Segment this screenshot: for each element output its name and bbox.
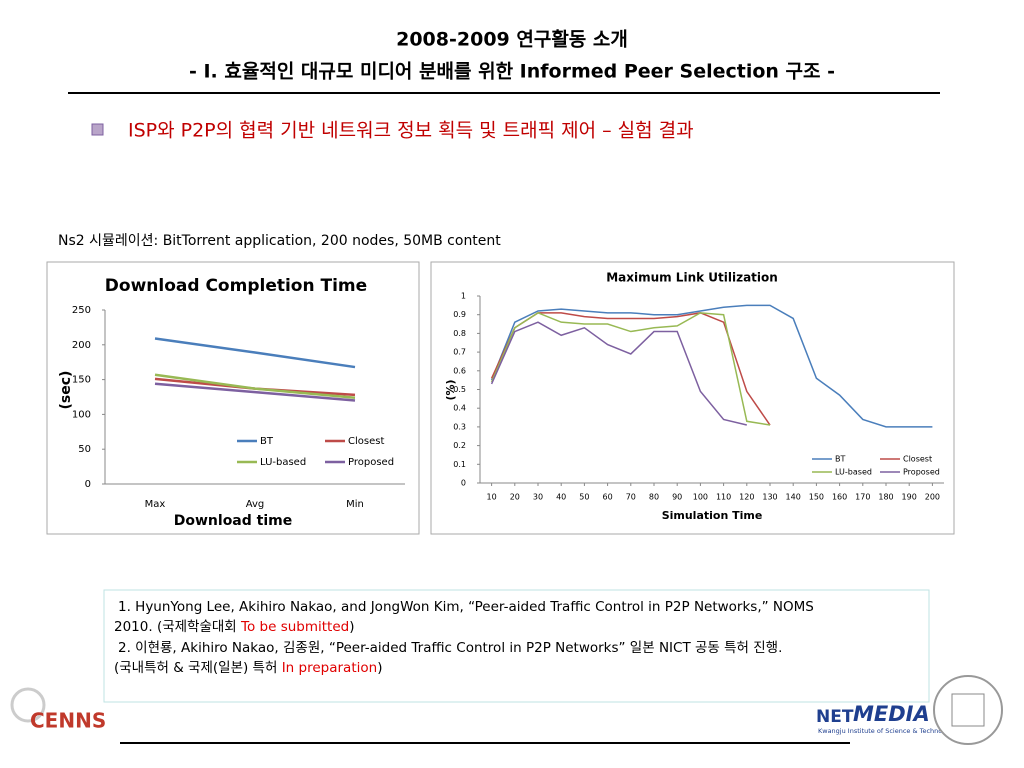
x-tick-label: 10 [487, 493, 497, 502]
series-line [154, 373, 356, 399]
x-tick-label: 130 [762, 493, 777, 502]
reference: 2. 이현룡, Akihiro Nakao, 김종원, “Peer-aided … [118, 640, 782, 656]
caption: Ns2 시뮬레이션: BitTorrent application, 200 n… [58, 233, 501, 249]
x-tick-label: 200 [925, 493, 940, 502]
y-tick-label: 0 [85, 479, 91, 490]
chart-title: Download Completion Time [105, 276, 367, 296]
x-tick-label: 40 [556, 493, 566, 502]
logo-sub: Kwangju Institute of Science & Technolog… [818, 727, 956, 735]
y-tick-label: 0.5 [453, 385, 466, 394]
reference-text: 1. HyunYong Lee, Akihiro Nakao, and Jong… [118, 599, 814, 615]
x-tick-label: 100 [693, 493, 708, 502]
logo-cenns: CENNS [30, 709, 106, 733]
reference-status: To be submitted [240, 619, 349, 635]
legend-label: BT [835, 455, 845, 464]
y-tick-label: 0.1 [453, 460, 466, 469]
logo-media: MEDIA [853, 702, 930, 726]
reference-text: 2. 이현룡, Akihiro Nakao, 김종원, “Peer-aided … [118, 640, 782, 656]
series-line [490, 304, 933, 428]
series-line [154, 382, 356, 402]
reference-text: (국내특허 & 국제(일본) 특허 [114, 660, 282, 676]
y-tick-label: 0.7 [453, 348, 466, 357]
legend-label: Closest [348, 436, 384, 447]
slide-subtitle: - I. 효율적인 대규모 미디어 분배를 위한 Informed Peer S… [189, 61, 835, 83]
bullet-text: ISP와 P2P의 협력 기반 네트워크 정보 획득 및 트래픽 제어 – 실험… [128, 120, 694, 142]
y-tick-label: 150 [72, 375, 91, 386]
x-tick-label: 50 [579, 493, 589, 502]
x-tick-label: 160 [832, 493, 847, 502]
legend-label: BT [260, 436, 274, 447]
y-axis-label: (%) [444, 379, 457, 400]
series-line [490, 311, 771, 426]
series-line [154, 337, 356, 369]
y-tick-label: 0.4 [453, 404, 466, 413]
reference-status: In preparation [282, 660, 377, 676]
y-tick-label: 0.2 [453, 441, 466, 450]
chart-frame [430, 261, 955, 535]
y-tick-label: 250 [72, 305, 91, 316]
chart-frame [46, 261, 420, 535]
x-axis-label: Download time [174, 513, 292, 529]
legend-label: Proposed [903, 468, 940, 477]
x-tick-label: 60 [603, 493, 613, 502]
y-tick-label: 0.3 [453, 422, 466, 431]
x-tick-label: 140 [786, 493, 801, 502]
chart-title: Maximum Link Utilization [606, 271, 778, 285]
bullet-icon [91, 123, 104, 136]
series-line [490, 321, 747, 426]
y-axis-label: (sec) [58, 371, 74, 410]
x-tick-label: 190 [902, 493, 917, 502]
seal-inner [951, 693, 985, 727]
y-tick-label: 1 [461, 292, 466, 301]
logo-mark [10, 687, 46, 723]
reference-text: ) [377, 660, 382, 676]
reference: (국내특허 & 국제(일본) 특허 In preparation) [114, 660, 382, 676]
y-tick-label: 0.9 [453, 310, 466, 319]
x-tick-label: 150 [809, 493, 824, 502]
x-tick-label: 30 [533, 493, 543, 502]
x-tick-label: 110 [716, 493, 731, 502]
reference-box [103, 589, 930, 703]
x-tick-label: 170 [855, 493, 870, 502]
x-tick-label: Max [145, 499, 166, 510]
legend-label: LU-based [260, 457, 306, 468]
y-tick-label: 100 [72, 409, 91, 420]
x-tick-label: 20 [510, 493, 520, 502]
legend-label: Proposed [348, 457, 394, 468]
y-tick-label: 50 [78, 444, 91, 455]
x-tick-label: 180 [878, 493, 893, 502]
reference-text: 2010. (국제학술대회 [114, 619, 241, 635]
y-tick-label: 0 [461, 479, 466, 488]
y-tick-label: 200 [72, 340, 91, 351]
reference: 2010. (국제학술대회 To be submitted) [114, 619, 355, 635]
slide-title: 2008-2009 연구활동 소개 [396, 29, 628, 51]
x-tick-label: 80 [649, 493, 659, 502]
x-tick-label: Min [346, 499, 364, 510]
reference: 1. HyunYong Lee, Akihiro Nakao, and Jong… [118, 599, 814, 615]
logo-net: NET [816, 707, 854, 727]
y-tick-label: 0.8 [453, 329, 466, 338]
legend-label: Closest [903, 455, 932, 464]
x-tick-label: 70 [626, 493, 636, 502]
x-tick-label: Avg [246, 499, 265, 510]
x-tick-label: 120 [739, 493, 754, 502]
legend-label: LU-based [835, 468, 872, 477]
y-tick-label: 0.6 [453, 366, 466, 375]
x-axis-label: Simulation Time [662, 509, 763, 522]
x-tick-label: 90 [672, 493, 682, 502]
reference-text: ) [349, 619, 354, 635]
